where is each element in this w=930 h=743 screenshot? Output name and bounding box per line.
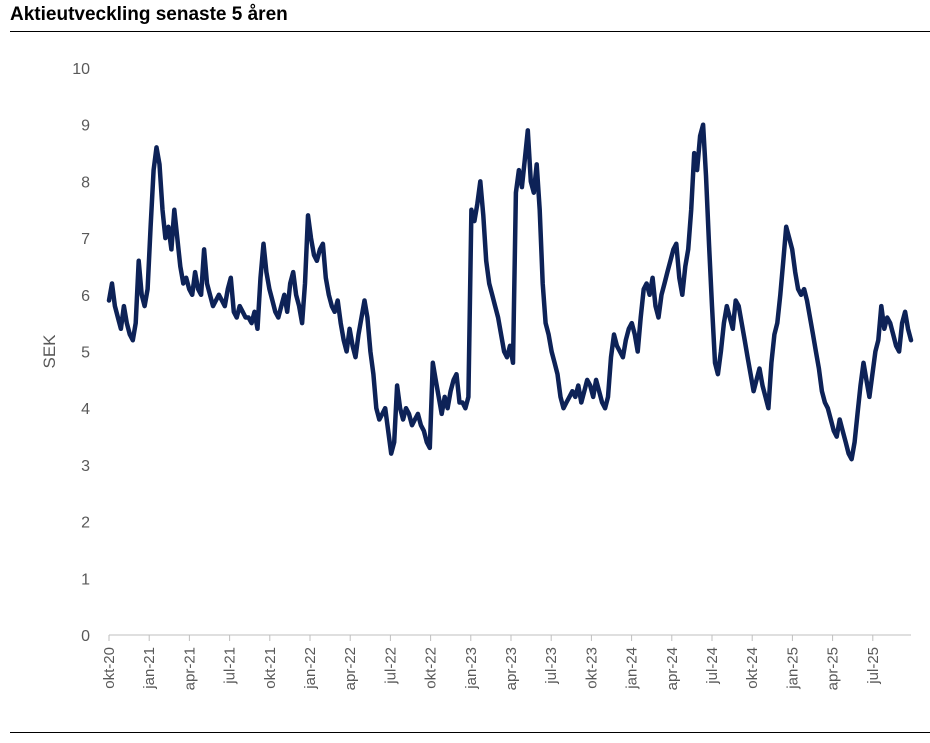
y-axis-ticks: 0 1 2 3 4 5 6 7 8 9 10 (72, 61, 90, 645)
y-tick-label: 5 (81, 345, 90, 362)
x-axis-ticks: okt-20 jan-21 apr-21 jul-21 okt-21 jan-22 apr-… (101, 635, 882, 690)
x-tick-label: jul-25 (865, 647, 882, 685)
title-rule (10, 31, 930, 32)
y-tick-label: 7 (81, 231, 90, 248)
x-tick-label: jan-22 (302, 647, 319, 690)
y-tick-label: 0 (81, 628, 90, 645)
y-tick-label: 9 (81, 118, 90, 135)
x-tick-label: apr-21 (181, 647, 198, 690)
series-line (106, 122, 914, 462)
x-tick-label: okt-24 (744, 647, 761, 689)
x-tick-label: okt-23 (583, 647, 600, 689)
y-tick-label: 6 (81, 288, 90, 305)
x-tick-label: apr-22 (342, 647, 359, 690)
y-tick-label: 8 (81, 174, 90, 191)
x-tick-label: apr-23 (503, 647, 520, 690)
bottom-rule (10, 732, 930, 733)
x-tick-label: jul-21 (222, 647, 239, 685)
x-tick-label: apr-24 (664, 647, 681, 690)
x-tick-label: jul-22 (382, 647, 399, 685)
x-tick-label: jul-24 (704, 647, 721, 685)
chart-title: Aktieutveckling senaste 5 åren (10, 4, 288, 25)
y-tick-label: 1 (81, 571, 90, 588)
x-tick-label: jan-23 (463, 647, 480, 690)
y-axis-label: SEK (40, 334, 59, 369)
x-tick-label: jan-25 (784, 647, 801, 690)
x-tick-label: okt-20 (101, 647, 118, 689)
y-tick-label: 2 (81, 515, 90, 532)
y-tick-label: 10 (72, 61, 90, 78)
x-tick-label: okt-22 (423, 647, 440, 689)
x-tick-label: okt-21 (262, 647, 279, 689)
x-tick-label: jan-24 (624, 647, 641, 690)
y-tick-label: 3 (81, 458, 90, 475)
x-tick-label: jul-23 (543, 647, 560, 685)
x-tick-label: apr-25 (825, 647, 842, 690)
x-tick-label: jan-21 (141, 647, 158, 690)
y-tick-label: 4 (81, 401, 90, 418)
